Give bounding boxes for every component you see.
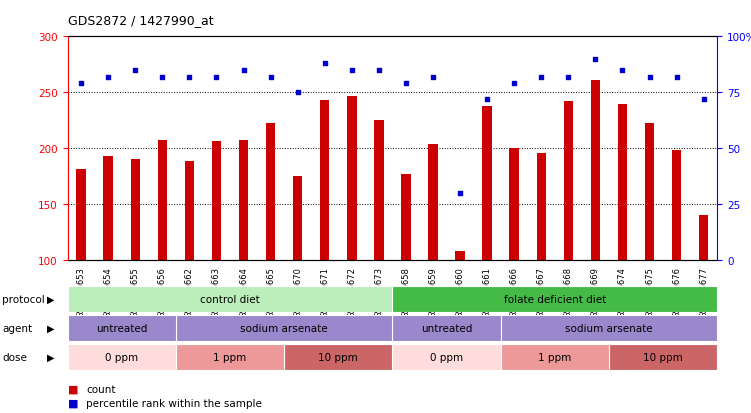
Bar [699, 216, 708, 260]
Point [562, 74, 575, 81]
Bar [455, 251, 465, 260]
Text: 1 ppm: 1 ppm [538, 352, 572, 362]
Point [372, 67, 385, 74]
Point [129, 67, 141, 74]
Text: count: count [86, 384, 116, 394]
Bar [374, 121, 384, 260]
Point [617, 67, 629, 74]
Bar [104, 157, 113, 260]
Bar [320, 101, 330, 260]
Text: ▶: ▶ [47, 294, 54, 304]
Point [291, 90, 303, 96]
Text: 1 ppm: 1 ppm [213, 352, 246, 362]
Text: control diet: control diet [200, 294, 260, 304]
Bar [158, 141, 167, 260]
Text: 0 ppm: 0 ppm [105, 352, 138, 362]
Bar [131, 160, 140, 260]
Point [156, 74, 168, 81]
Text: untreated: untreated [96, 323, 147, 333]
Bar [185, 162, 194, 260]
Bar [239, 141, 249, 260]
Bar [509, 149, 519, 260]
Bar [645, 124, 654, 260]
Text: percentile rank within the sample: percentile rank within the sample [86, 398, 262, 408]
Point [75, 81, 87, 87]
Point [318, 61, 330, 67]
Bar [266, 124, 276, 260]
Bar [77, 170, 86, 260]
Text: ■: ■ [68, 398, 78, 408]
Point [671, 74, 683, 81]
Point [183, 74, 195, 81]
Text: ▶: ▶ [47, 323, 54, 333]
Point [210, 74, 222, 81]
Text: 10 ppm: 10 ppm [318, 352, 358, 362]
Point [508, 81, 520, 87]
Point [264, 74, 276, 81]
Bar [563, 102, 573, 260]
Text: untreated: untreated [421, 323, 472, 333]
Point [345, 67, 357, 74]
Text: agent: agent [2, 323, 32, 333]
Text: 10 ppm: 10 ppm [643, 352, 683, 362]
Point [237, 67, 249, 74]
Bar [212, 142, 222, 260]
Text: ▶: ▶ [47, 352, 54, 362]
Point [102, 74, 114, 81]
Text: folate deficient diet: folate deficient diet [504, 294, 606, 304]
Text: ■: ■ [68, 384, 78, 394]
Bar [672, 151, 681, 260]
Bar [293, 177, 303, 260]
Text: 0 ppm: 0 ppm [430, 352, 463, 362]
Text: sodium arsenate: sodium arsenate [240, 323, 328, 333]
Bar [591, 81, 600, 260]
Text: GDS2872 / 1427990_at: GDS2872 / 1427990_at [68, 14, 213, 27]
Bar [618, 105, 627, 260]
Bar [347, 96, 357, 260]
Point [427, 74, 439, 81]
Point [481, 96, 493, 103]
Point [400, 81, 412, 87]
Bar [428, 144, 438, 260]
Point [535, 74, 547, 81]
Point [698, 96, 710, 103]
Text: dose: dose [2, 352, 27, 362]
Point [590, 56, 602, 63]
Bar [401, 174, 411, 260]
Point [454, 190, 466, 197]
Bar [482, 106, 492, 260]
Bar [536, 153, 546, 260]
Point [644, 74, 656, 81]
Text: sodium arsenate: sodium arsenate [565, 323, 653, 333]
Text: protocol: protocol [2, 294, 45, 304]
